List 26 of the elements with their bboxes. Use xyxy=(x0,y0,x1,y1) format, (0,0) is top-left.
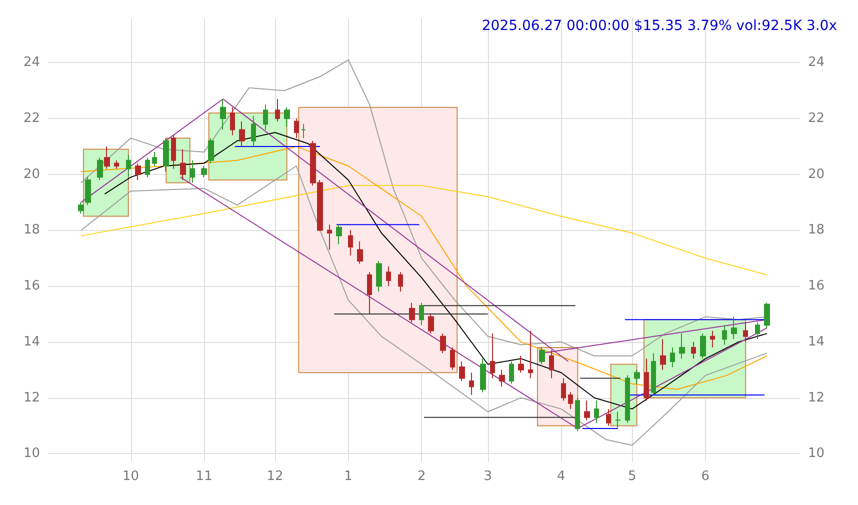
x-tick-label: 12 xyxy=(266,469,284,484)
x-tick-label: 2 xyxy=(417,469,426,484)
y2-tick-label: 14 xyxy=(808,334,825,350)
y2-tick-label: 18 xyxy=(808,222,825,238)
x-tick-label: 3 xyxy=(484,469,492,484)
y-tick-label: 20 xyxy=(23,166,40,182)
y2-tick-label: 10 xyxy=(808,446,825,462)
y2-tick-label: 16 xyxy=(808,278,825,294)
chart-title: 2025.06.27 00:00:00 $15.35 3.79% vol:92.5K 3.0x xyxy=(482,18,838,34)
x-tick-label: 10 xyxy=(122,469,140,484)
x-tick-label: 6 xyxy=(701,469,710,484)
x-tick-label: 5 xyxy=(628,469,636,484)
x-tick-label: 4 xyxy=(557,469,566,484)
y-tick-label: 14 xyxy=(23,334,40,350)
x-tick-label: 1 xyxy=(344,469,352,484)
y-tick-label: 24 xyxy=(23,55,40,70)
y-tick-label: 12 xyxy=(23,390,40,406)
y2-tick-label: 24 xyxy=(808,55,825,70)
y-tick-label: 22 xyxy=(23,111,40,126)
y-tick-label: 18 xyxy=(23,222,40,238)
y-tick-label: 16 xyxy=(23,278,40,294)
y2-tick-label: 20 xyxy=(808,166,825,182)
y-tick-label: 10 xyxy=(23,446,40,462)
y2-tick-label: 12 xyxy=(808,390,825,406)
y2-tick-label: 22 xyxy=(808,111,825,126)
x-tick-label: 11 xyxy=(196,469,212,484)
